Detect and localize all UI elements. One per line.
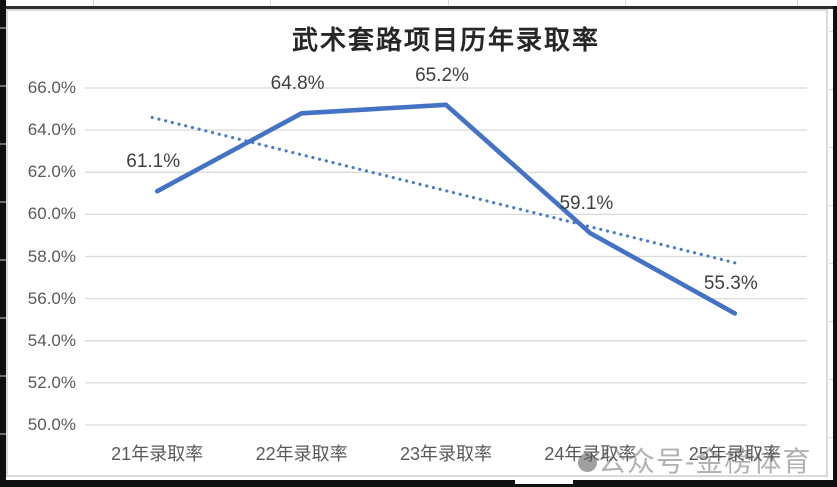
y-axis-tick-label: 56.0% [27,288,76,308]
y-axis-tick-label: 50.0% [27,415,76,434]
sheet-row-line [829,31,833,32]
y-axis-tick-label: 54.0% [27,330,76,350]
sheet-column-line [797,0,798,6]
table-border-right [833,6,837,487]
sheet-row-line [829,205,833,206]
series-data-label: 65.2% [415,64,469,86]
sheet-row-line [829,437,833,438]
sheet-row-line [829,263,833,264]
x-axis-category-label: 22年录取率 [255,444,348,464]
y-axis-tick-label: 52.0% [27,372,76,392]
y-axis-tick-label: 64.0% [27,120,76,140]
sheet-column-line [448,0,449,6]
sheet-column-line [625,0,626,6]
series-data-label: 64.8% [270,73,325,95]
table-border-gap [515,480,573,484]
sheet-row-line [829,89,833,90]
series-data-label: 61.1% [126,151,181,173]
x-axis-category-label: 25年录取率 [688,444,781,464]
x-axis-category-label: 23年录取率 [399,444,493,464]
y-axis-tick-label: 66.0% [27,78,76,97]
series-data-label: 59.1% [559,193,614,215]
wechat-blob-icon [578,453,597,472]
x-axis-category-label: 21年录取率 [111,444,204,464]
sheet-row-line [829,147,833,148]
x-axis-category-label: 24年录取率 [544,444,637,464]
table-border-bottom [0,480,837,487]
watermark-text: 公众号-金榜体育 [598,446,812,477]
y-axis-tick-label: 62.0% [27,162,76,182]
series-data-label: 55.3% [703,273,758,295]
sheet-row-line [829,379,833,380]
sheet-row-line [829,321,833,322]
y-axis-tick-label: 60.0% [27,204,76,224]
sheet-column-line [270,0,271,6]
table-border-left [0,0,6,487]
chart-title: 武术套路项目历年录取率 [291,26,600,56]
table-border-top [6,6,837,9]
sheet-column-line [93,0,94,6]
y-axis-tick-label: 58.0% [27,246,76,266]
